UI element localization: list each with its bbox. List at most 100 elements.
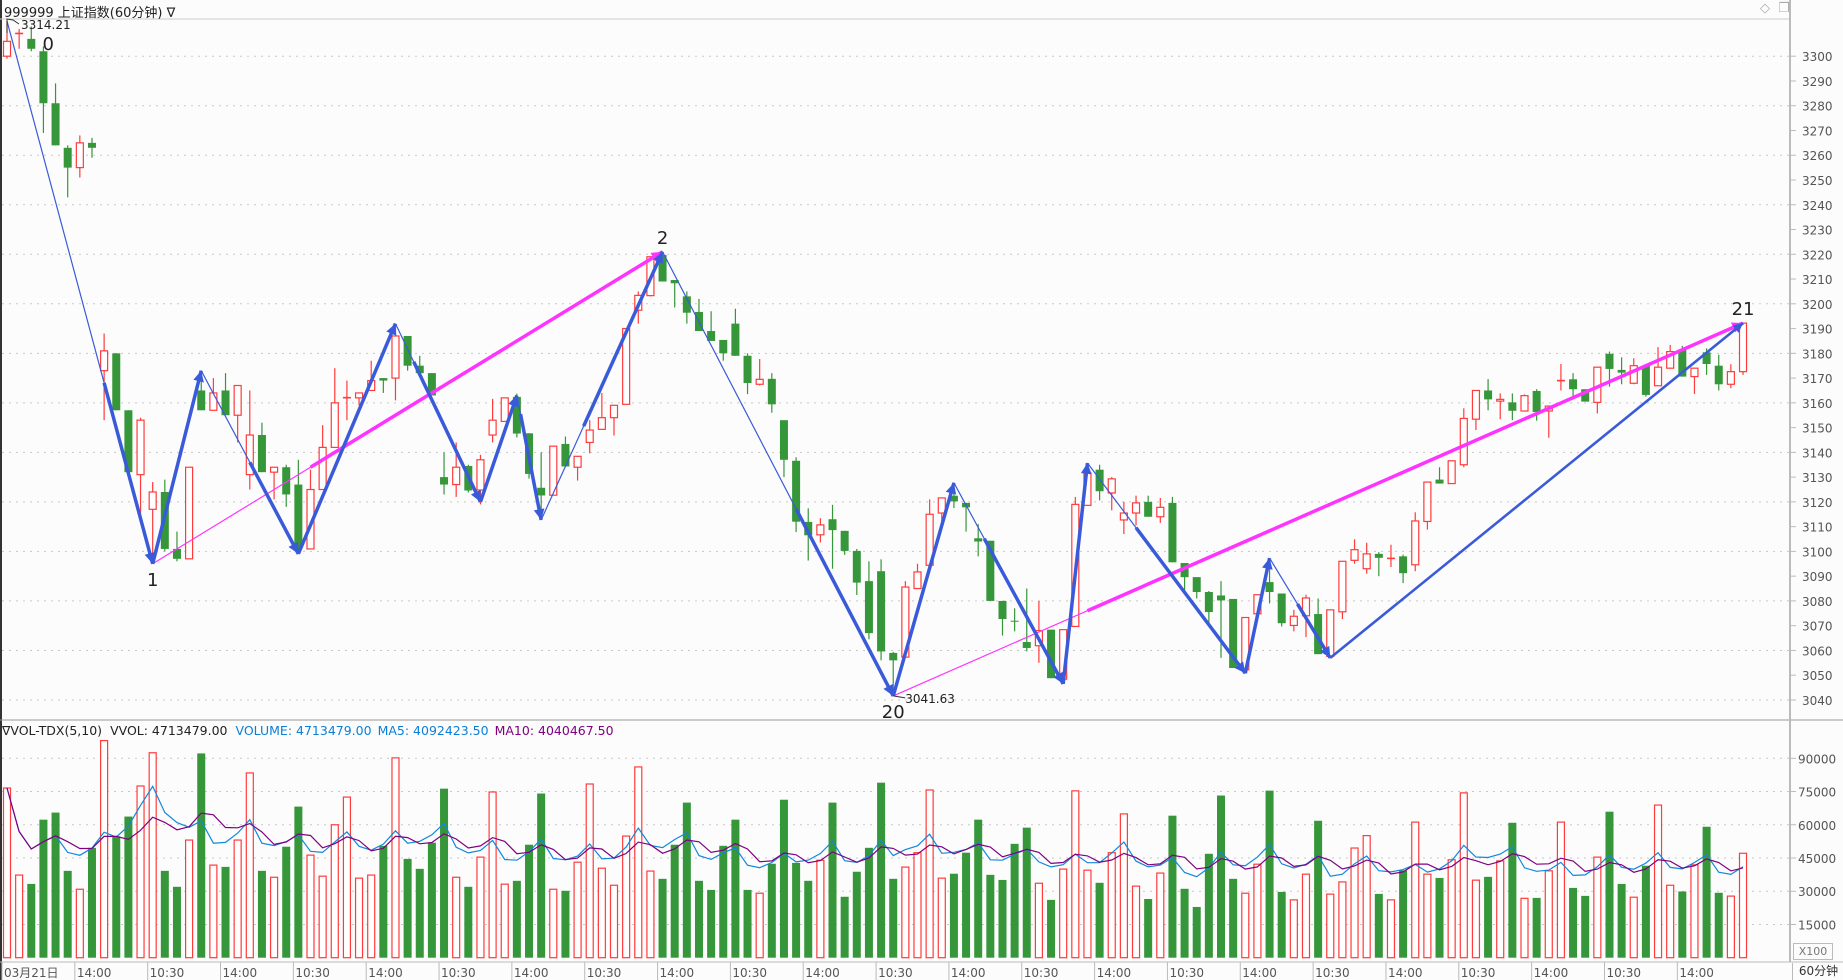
candle — [1471, 389, 1481, 431]
volume-indicator-header: ∇VOL-TDX(5,10) VVOL: 4713479.00 VOLUME: 47… — [2, 723, 614, 738]
indicator-name[interactable]: ∇VOL-TDX(5,10) — [2, 723, 103, 738]
volume-bar — [1047, 899, 1056, 958]
candle — [100, 333, 109, 421]
candle — [1338, 560, 1347, 619]
candle — [1738, 322, 1748, 375]
volume-bar — [512, 880, 521, 958]
candle — [1726, 364, 1735, 389]
diamond-icon[interactable]: ◇ — [1760, 1, 1770, 16]
volume-bar — [1253, 863, 1262, 959]
volume-bar — [1144, 898, 1153, 958]
candle-body — [1289, 615, 1298, 627]
pen-line — [516, 395, 545, 521]
candle — [1277, 593, 1286, 627]
volume-bar — [1569, 887, 1578, 958]
ma5-value: MA5: 4092423.50 — [377, 723, 489, 738]
candle-body — [998, 600, 1007, 619]
candle-body — [63, 147, 72, 168]
volume-bar — [112, 836, 121, 958]
price-tick-label: 3280 — [1802, 100, 1833, 114]
candle — [403, 335, 412, 371]
candle-body — [1520, 395, 1529, 412]
candle-body — [1532, 390, 1541, 413]
arrow-head-icon — [470, 489, 481, 502]
volume-bar — [1471, 879, 1481, 959]
volume-bar — [1350, 847, 1359, 959]
candle — [1156, 497, 1165, 523]
price-tick-label: 3040 — [1802, 694, 1833, 708]
candle — [767, 373, 776, 413]
volume-bar — [1156, 872, 1165, 959]
time-tick-label: 14:00 — [805, 966, 840, 980]
pen-line — [394, 323, 483, 503]
candle-body — [476, 459, 485, 491]
candle-body — [1022, 642, 1031, 648]
candle — [440, 452, 449, 495]
time-tick-label: 10:30 — [878, 966, 913, 980]
volume-bar — [367, 874, 376, 959]
price-tick-label: 3180 — [1802, 347, 1833, 361]
candle — [828, 504, 837, 569]
candle-body — [330, 402, 339, 449]
volume-bar — [1593, 856, 1602, 959]
candle — [719, 339, 728, 361]
candle — [1617, 357, 1626, 385]
volume-bar — [1071, 790, 1080, 959]
volume-bar — [1459, 792, 1468, 959]
candle — [1131, 495, 1141, 526]
volume-tick-label: 30000 — [1798, 885, 1836, 899]
candle-body — [743, 355, 752, 384]
time-tick-label: 10:30 — [587, 966, 622, 980]
volume-bar — [39, 819, 48, 958]
candle — [537, 452, 546, 520]
volume-bar — [1653, 804, 1663, 959]
candle-body — [561, 443, 570, 467]
candle — [561, 436, 570, 467]
volume-bar — [937, 877, 946, 959]
candle-body — [682, 296, 691, 313]
candle — [1204, 591, 1213, 625]
candle — [1350, 539, 1359, 564]
segment-line-thick — [309, 250, 664, 469]
candle — [124, 410, 133, 473]
ma10-value: MA10: 4040467.50 — [494, 723, 614, 738]
candle-body — [1168, 502, 1177, 563]
candle — [1520, 394, 1529, 412]
volume-bar — [1131, 885, 1141, 959]
pen-line — [6, 20, 156, 565]
price-tick-label: 3170 — [1802, 372, 1833, 386]
volume-bar — [549, 888, 558, 959]
time-tick-label: 10:30 — [295, 966, 330, 980]
volume-bar — [233, 839, 242, 959]
time-tick-label: 14:00 — [1534, 966, 1569, 980]
volume-value: VOLUME: 4713479.00 — [235, 723, 372, 738]
volume-bar — [828, 802, 837, 958]
arrow-head-icon — [1262, 558, 1273, 570]
candle — [1411, 512, 1420, 572]
volume-bar — [1217, 795, 1225, 958]
volume-bar — [51, 812, 60, 958]
volume-bar — [537, 793, 546, 958]
volume-bar — [1617, 883, 1626, 958]
pivot-label: 0 — [43, 34, 54, 55]
period-selector[interactable]: 60分钟 — [1792, 963, 1843, 980]
candle-body — [597, 417, 606, 430]
chart-title[interactable]: 999999 上证指数(60分钟) ∇ — [4, 6, 176, 21]
time-tick-label: 14:00 — [660, 966, 695, 980]
volume-bar — [1095, 882, 1104, 958]
candle-body — [136, 419, 145, 476]
volume-bar — [1411, 821, 1420, 959]
restore-icon[interactable]: ❐ — [1778, 1, 1790, 16]
candle-body — [537, 487, 546, 496]
high-flag-icon — [6, 18, 20, 34]
volume-bar — [2, 787, 12, 959]
volume-bar — [1107, 852, 1116, 959]
volume-tick-label: 15000 — [1798, 918, 1836, 932]
price-tick-label: 3300 — [1802, 50, 1833, 64]
candle — [1399, 554, 1408, 584]
volume-bar — [925, 789, 934, 959]
volume-bar — [525, 844, 534, 958]
volume-bar — [269, 876, 279, 959]
volume-bar — [949, 873, 958, 958]
